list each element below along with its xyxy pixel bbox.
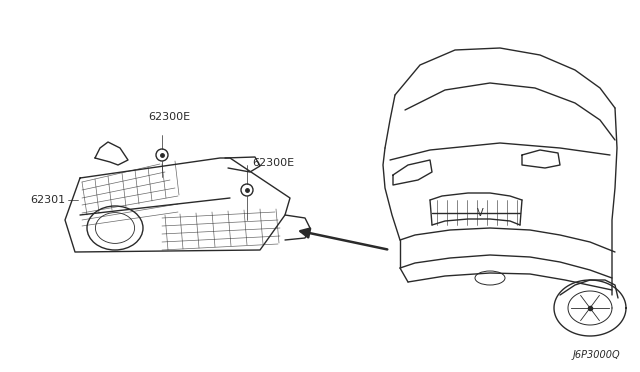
Text: V: V (477, 208, 483, 218)
Text: J6P3000Q: J6P3000Q (572, 350, 620, 360)
Text: 62300E: 62300E (252, 158, 294, 168)
Text: 62300E: 62300E (148, 112, 190, 122)
Text: 62301: 62301 (30, 195, 65, 205)
